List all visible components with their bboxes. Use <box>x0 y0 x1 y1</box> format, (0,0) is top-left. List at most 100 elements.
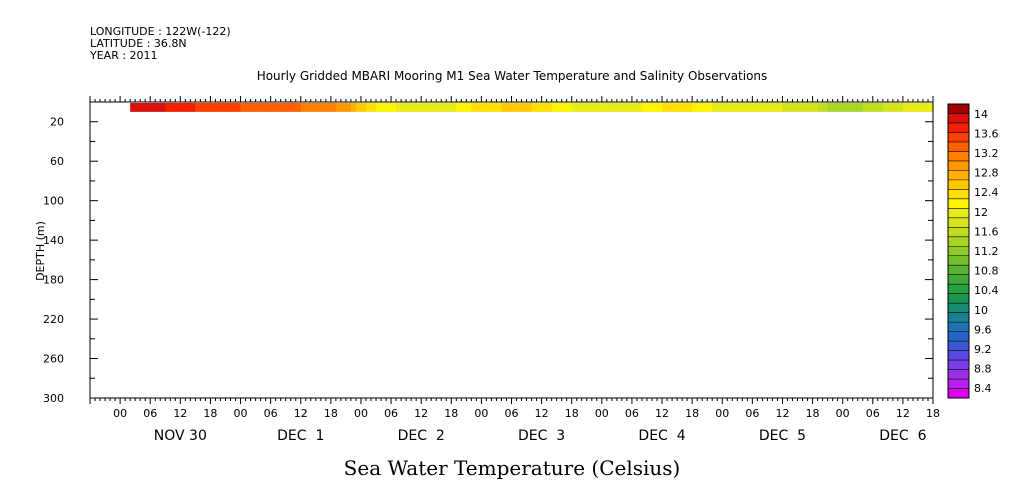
colorbar-swatch <box>948 379 969 389</box>
heatmap-cell <box>431 103 437 112</box>
heatmap-cell <box>807 103 813 112</box>
heatmap-cell <box>275 103 282 112</box>
heatmap-cell <box>501 103 507 112</box>
heatmap-cell <box>411 103 417 112</box>
heatmap-cell <box>250 103 256 112</box>
x-tick-label: 06 <box>264 407 278 420</box>
colorbar-swatch <box>948 284 969 294</box>
colorbar-label: 10.8 <box>974 265 999 278</box>
heatmap-cell <box>386 103 392 112</box>
heatmap-cell <box>737 103 743 112</box>
heatmap-cell <box>561 103 568 112</box>
heatmap-cell <box>245 103 251 112</box>
heatmap-cell <box>646 103 653 112</box>
heatmap-cell <box>476 103 482 112</box>
x-tick-label: 06 <box>745 407 759 420</box>
heatmap-cell <box>396 103 402 112</box>
heatmap-cell <box>521 103 527 112</box>
heatmap-cell <box>702 103 708 112</box>
heatmap-cell <box>827 103 834 112</box>
colorbar-swatch <box>948 341 969 351</box>
heatmap-cell <box>506 103 512 112</box>
heatmap-cell <box>672 103 678 112</box>
heatmap-cell <box>235 103 241 112</box>
colorbar-swatch <box>948 189 969 200</box>
y-tick-label: 260 <box>43 353 64 366</box>
heatmap-cell <box>862 103 869 112</box>
colorbar: 14 13.6 13.2 12.8 12.4 12 11.6 11.2 10.8 10.4 10 9.… <box>947 103 999 399</box>
x-tick-label: 12 <box>173 407 187 420</box>
x-tick-label: 00 <box>113 407 127 420</box>
x-tick-label: 00 <box>836 407 850 420</box>
heatmap-cell <box>546 103 553 112</box>
heatmap-cell <box>536 103 543 112</box>
heatmap-cell <box>606 103 613 112</box>
colorbar-swatch <box>948 350 969 361</box>
heatmap-cell <box>812 103 818 112</box>
heatmap-cell <box>185 103 191 112</box>
colorbar-label: 11.6 <box>974 225 999 238</box>
heatmap-cell <box>541 103 548 112</box>
heatmap-cell <box>200 103 206 112</box>
x-tick-label: 18 <box>324 407 338 420</box>
heatmap-cell <box>305 103 312 112</box>
colorbar-label: 14 <box>974 108 988 121</box>
colorbar-swatch <box>948 160 969 171</box>
latitude-label: LATITUDE : 36.8N <box>90 37 187 50</box>
x-day-label: DEC 4 <box>638 428 685 444</box>
heatmap-cell <box>892 103 899 112</box>
heatmap-cell <box>792 103 798 112</box>
y-tick-label: 220 <box>43 313 64 326</box>
colorbar-swatch <box>948 331 969 342</box>
heatmap-cell <box>255 103 262 112</box>
colorbar-label: 10.4 <box>974 284 999 297</box>
x-tick-label: 18 <box>444 407 458 420</box>
heatmap-cell <box>280 103 287 112</box>
heatmap-cell <box>837 103 844 112</box>
x-tick-label: 06 <box>505 407 519 420</box>
x-tick-label: 18 <box>806 407 820 420</box>
heatmap-cell <box>852 103 859 112</box>
heatmap-cell <box>697 103 703 112</box>
heatmap-cell <box>441 103 447 112</box>
x-tick-label: 06 <box>625 407 639 420</box>
x-day-label: NOV 30 <box>154 428 207 444</box>
heatmap-cell <box>581 103 588 112</box>
colorbar-swatch <box>948 122 969 133</box>
heatmap-cell <box>376 103 382 112</box>
heatmap-cell <box>531 103 537 112</box>
heatmap-cell <box>712 103 718 112</box>
colorbar-swatch <box>948 113 969 124</box>
heatmap-cell <box>787 103 793 112</box>
colorbar-swatch <box>948 170 969 181</box>
colorbar-swatch <box>948 322 969 332</box>
heatmap-cell <box>486 103 492 112</box>
colorbar-label: 9.6 <box>974 323 992 336</box>
heatmap-cell <box>631 103 638 112</box>
heatmap-cell <box>616 103 623 112</box>
x-tick-label: 12 <box>414 407 428 420</box>
heatmap-cell <box>350 103 357 112</box>
heatmap-cell <box>667 103 673 112</box>
heatmap-cell <box>446 103 452 112</box>
colorbar-label: 9.2 <box>974 343 992 356</box>
heatmap-cell <box>747 103 753 112</box>
heatmap-cell <box>360 103 367 112</box>
colorbar-swatch <box>948 227 969 238</box>
heatmap-cell <box>300 103 307 112</box>
heatmap-cell <box>621 103 628 112</box>
heatmap-cell <box>130 103 136 112</box>
heatmap-cell <box>180 103 186 112</box>
heatmap-cell <box>682 103 688 112</box>
heatmap-cell <box>190 103 196 112</box>
colorbar-swatch <box>948 132 969 143</box>
colorbar-label: 12.4 <box>974 186 999 199</box>
heatmap-cell <box>330 103 337 112</box>
colorbar-swatch <box>948 208 969 219</box>
heatmap-cell <box>310 103 317 112</box>
colorbar-swatch <box>948 293 969 304</box>
heatmap-cell <box>847 103 854 112</box>
heatmap-cell <box>626 103 633 112</box>
